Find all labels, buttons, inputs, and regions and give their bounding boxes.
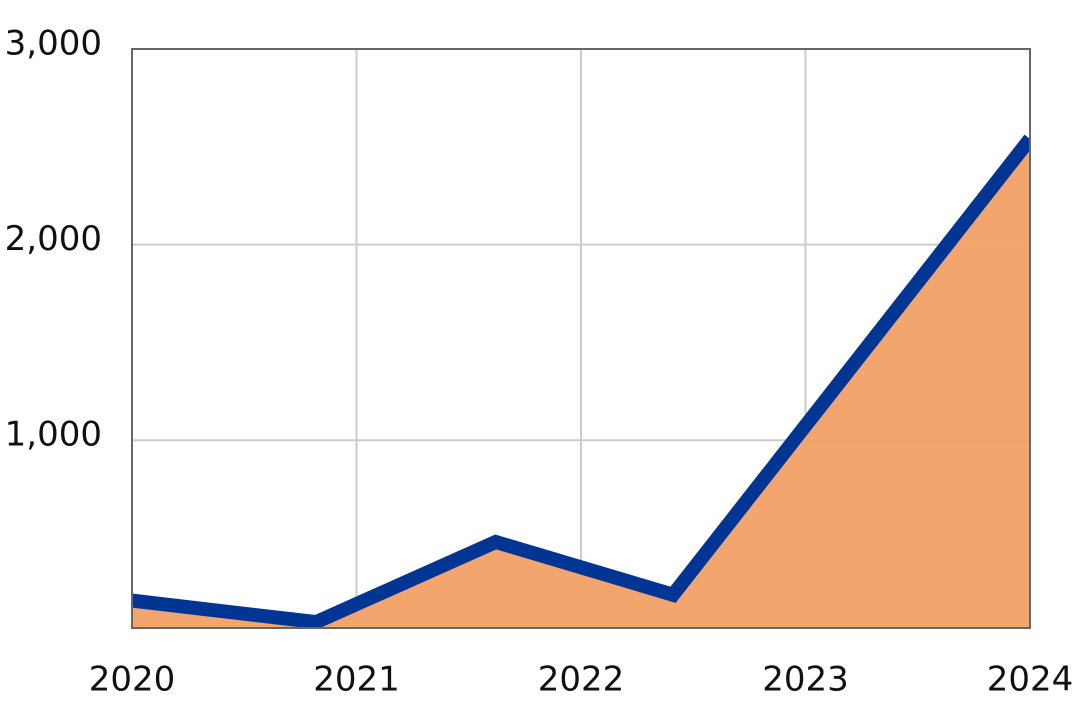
x-tick-label: 2021 <box>313 660 400 700</box>
x-tick-label: 2024 <box>987 660 1074 700</box>
y-tick-label: 2,000 <box>5 219 102 259</box>
plot-border <box>131 48 1031 629</box>
x-tick-label: 2022 <box>538 660 625 700</box>
y-tick-label: 3,000 <box>5 24 102 64</box>
line <box>132 134 1030 628</box>
y-tick-label: 1,000 <box>5 415 102 455</box>
x-tick-label: 2020 <box>89 660 176 700</box>
area <box>132 138 1030 628</box>
x-tick-label: 2023 <box>762 660 849 700</box>
